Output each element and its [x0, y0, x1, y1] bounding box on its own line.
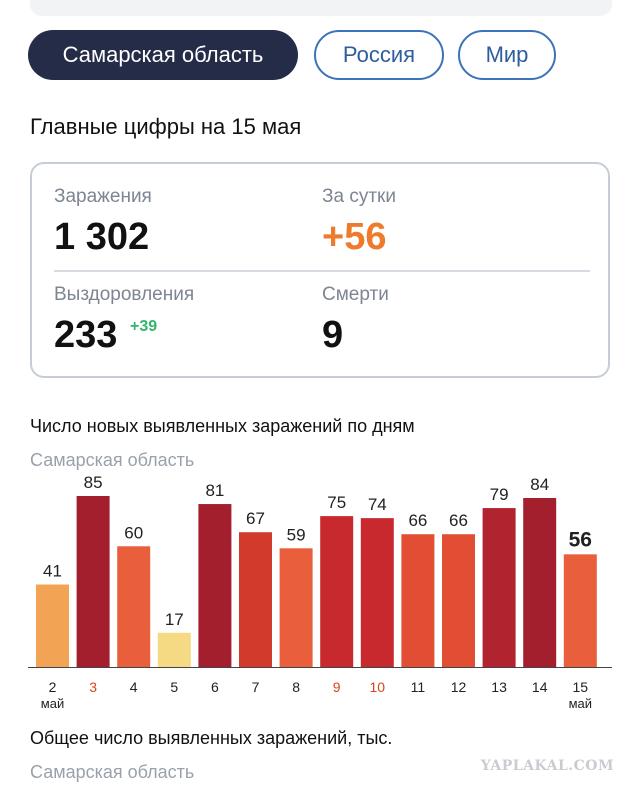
recoveries-value: 233 [54, 314, 118, 356]
tab-world[interactable]: Мир [458, 30, 556, 80]
month-label: май [569, 696, 592, 710]
bar-value-label: 79 [490, 485, 509, 504]
bar-day-10 [360, 518, 394, 667]
infections-value: 1 302 [54, 216, 150, 258]
x-tick-label: 3 [89, 679, 97, 695]
total-chart-region: Самарская область [30, 762, 195, 782]
bar-value-label: 60 [124, 523, 143, 542]
bar-value-label: 56 [569, 528, 592, 551]
search-bar[interactable] [30, 0, 612, 16]
divider [54, 270, 590, 272]
bar-value-label: 85 [84, 473, 103, 492]
page-title: Главные цифры на 15 мая [30, 114, 302, 139]
bar-value-label: 17 [165, 610, 184, 629]
daily-infections-chart: 4128536041758166775987597410661166127913… [28, 473, 612, 710]
x-tick-label: 7 [252, 679, 260, 695]
bar-day-9 [320, 516, 354, 667]
month-label: май [41, 696, 64, 710]
bar-value-label: 84 [530, 475, 549, 494]
x-tick-label: 5 [170, 679, 178, 695]
bar-value-label: 67 [246, 509, 265, 528]
bar-day-2 [36, 584, 69, 667]
recoveries-label: Выздоровления [54, 284, 195, 305]
tab-russia[interactable]: Россия [314, 30, 444, 80]
chart-title: Число новых выявленных заражений по дням [30, 416, 415, 436]
bar-value-label: 41 [43, 562, 62, 581]
bar-day-14 [523, 498, 557, 667]
bar-value-label: 81 [205, 481, 224, 500]
deaths-label: Смерти [322, 284, 389, 305]
bar-day-15 [563, 554, 597, 667]
infections-label: Заражения [54, 186, 152, 207]
daily-label: За сутки [322, 186, 396, 207]
daily-value: +56 [322, 216, 387, 258]
tab-samara-region[interactable]: Самарская область [28, 30, 298, 80]
recoveries-delta: +39 [130, 318, 158, 335]
bar-day-7 [239, 532, 272, 667]
x-tick-label: 9 [333, 679, 341, 695]
bar-day-13 [482, 508, 516, 667]
x-tick-label: 6 [211, 679, 219, 695]
bar-day-11 [401, 534, 435, 667]
x-tick-label: 8 [292, 679, 300, 695]
x-tick-label: 12 [451, 679, 467, 695]
bar-value-label: 74 [368, 495, 387, 514]
deaths-value: 9 [322, 314, 344, 356]
x-tick-label: 11 [411, 679, 426, 695]
x-tick-label: 4 [130, 679, 138, 695]
x-tick-label: 14 [532, 679, 548, 695]
bar-value-label: 66 [408, 511, 427, 530]
bar-value-label: 66 [449, 511, 468, 530]
chart-region: Самарская область [30, 450, 195, 470]
total-chart-title: Общее число выявленных заражений, тыс. [30, 728, 393, 748]
bar-day-3 [76, 496, 110, 667]
stats-card: Заражения 1 302 За сутки +56 Выздоровлен… [30, 162, 610, 378]
bar-day-6 [198, 504, 232, 667]
bar-day-4 [117, 546, 151, 667]
x-tick-label: 10 [370, 679, 386, 695]
bar-day-5 [157, 632, 191, 667]
watermark: YAPLAKAL.COM [480, 758, 614, 774]
bar-day-8 [279, 548, 313, 667]
bar-day-12 [442, 534, 475, 667]
x-tick-label: 13 [491, 679, 507, 695]
x-tick-label: 2 [49, 679, 57, 695]
bar-value-label: 59 [287, 525, 306, 544]
x-tick-label: 15 [573, 679, 589, 695]
bar-value-label: 75 [327, 493, 346, 512]
